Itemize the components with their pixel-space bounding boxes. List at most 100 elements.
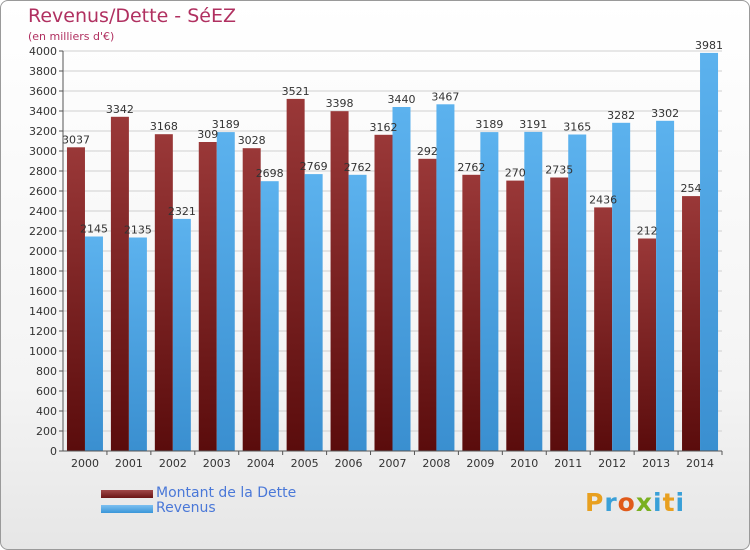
- data-label: 212: [637, 225, 658, 238]
- x-tick-label: 2014: [686, 457, 714, 470]
- bar-revenus: [216, 132, 235, 451]
- data-label: 3467: [431, 90, 459, 103]
- x-tick-label: 2010: [510, 457, 538, 470]
- data-label: 3037: [62, 133, 90, 146]
- data-label: 3191: [519, 118, 547, 131]
- bars: [66, 52, 719, 452]
- data-label: 2735: [545, 164, 573, 177]
- bar-revenus: [128, 237, 147, 451]
- bar-dette: [110, 116, 129, 452]
- bar-revenus: [172, 218, 191, 451]
- bar-dette: [462, 174, 481, 452]
- y-tick-label: 3800: [29, 65, 57, 78]
- y-tick-label: 3200: [29, 125, 57, 138]
- y-tick-label: 2200: [29, 225, 57, 238]
- data-label: 3342: [106, 103, 134, 116]
- x-tick-label: 2000: [71, 457, 99, 470]
- y-tick-label: 2400: [29, 205, 57, 218]
- data-label: 3165: [563, 121, 591, 134]
- bar-revenus: [392, 107, 411, 451]
- bar-dette: [638, 238, 657, 451]
- bar-dette: [66, 147, 85, 452]
- data-label: 2436: [589, 193, 617, 206]
- x-axis: 2000 2001 2002 2003 2004 2005 2006 2007 2008 2009…: [63, 450, 723, 470]
- y-tick-label: 1200: [29, 325, 57, 338]
- bar-revenus: [304, 174, 323, 451]
- bar-revenus: [436, 104, 455, 452]
- bar-dette: [330, 111, 349, 451]
- y-tick-label: 2000: [29, 245, 57, 258]
- bar-revenus: [524, 131, 543, 451]
- y-tick-label: 3600: [29, 85, 57, 98]
- data-label: 3162: [370, 121, 398, 134]
- data-label: 2769: [300, 160, 328, 173]
- y-tick-label: 800: [36, 365, 57, 378]
- bar-revenus: [260, 181, 279, 451]
- x-tick-label: 2001: [115, 457, 143, 470]
- y-tick-label: 2800: [29, 165, 57, 178]
- bar-dette: [594, 207, 613, 451]
- y-tick-label: 1800: [29, 265, 57, 278]
- x-tick-label: 2013: [642, 457, 670, 470]
- x-tick-label: 2006: [335, 457, 363, 470]
- bar-revenus: [348, 174, 367, 452]
- data-label: 3189: [212, 118, 240, 131]
- y-tick-label: 2600: [29, 185, 57, 198]
- data-label: 2145: [80, 223, 108, 236]
- chart-title: Revenus/Dette - SéEZ: [28, 5, 236, 27]
- data-label: 3168: [150, 120, 178, 133]
- x-tick-label: 2005: [291, 457, 319, 470]
- bar-dette: [550, 177, 569, 451]
- data-label: 2135: [124, 224, 152, 237]
- bar-dette: [506, 180, 525, 451]
- proxiti-logo: Proxiti: [585, 488, 686, 517]
- y-tick-label: 400: [36, 405, 57, 418]
- bar-revenus: [612, 122, 631, 452]
- chart-subtitle: (en milliers d'€): [28, 30, 115, 43]
- data-label: 2762: [457, 161, 485, 174]
- bar-revenus: [84, 236, 103, 451]
- bar-revenus: [480, 132, 499, 451]
- data-label: 292: [417, 145, 438, 158]
- y-tick-label: 600: [36, 385, 57, 398]
- data-label: 309: [197, 128, 218, 141]
- y-tick-label: 1000: [29, 345, 57, 358]
- bar-dette: [682, 196, 701, 451]
- bar-dette: [242, 148, 261, 451]
- data-label: 3028: [238, 134, 266, 147]
- legend-swatch-revenus: [101, 505, 153, 513]
- y-tick-label: 3000: [29, 145, 57, 158]
- data-label: 3981: [695, 39, 723, 52]
- bar-revenus: [656, 120, 675, 452]
- x-tick-label: 2012: [598, 457, 626, 470]
- data-label: 270: [505, 167, 526, 180]
- y-tick-label: 0: [50, 445, 57, 458]
- x-tick-label: 2007: [379, 457, 407, 470]
- data-label: 3398: [326, 97, 354, 110]
- y-tick-label: 3400: [29, 105, 57, 118]
- legend-label-dette: Montant de la Dette: [156, 485, 297, 501]
- data-label: 3302: [651, 107, 679, 120]
- bar-dette: [198, 142, 217, 451]
- y-tick-label: 200: [36, 425, 57, 438]
- data-label: 2698: [256, 167, 284, 180]
- bar-dette: [374, 134, 393, 452]
- bar-revenus: [568, 134, 587, 451]
- x-tick-label: 2003: [203, 457, 231, 470]
- x-tick-label: 2009: [466, 457, 494, 470]
- data-label: 3521: [282, 85, 310, 98]
- bar-dette: [154, 134, 173, 451]
- legend-swatch-dette: [101, 490, 153, 498]
- bar-revenus: [700, 52, 719, 452]
- y-tick-label: 4000: [29, 45, 57, 58]
- data-label: 2321: [168, 205, 196, 218]
- y-tick-label: 1400: [29, 305, 57, 318]
- y-axis: 0 200 400 600 800 1000 1200 1400 1600 1800 2000 220…: [29, 45, 64, 458]
- y-tick-label: 1600: [29, 285, 57, 298]
- legend-label-revenus: Revenus: [156, 500, 216, 516]
- x-tick-label: 2008: [422, 457, 450, 470]
- data-label: 2762: [344, 161, 372, 174]
